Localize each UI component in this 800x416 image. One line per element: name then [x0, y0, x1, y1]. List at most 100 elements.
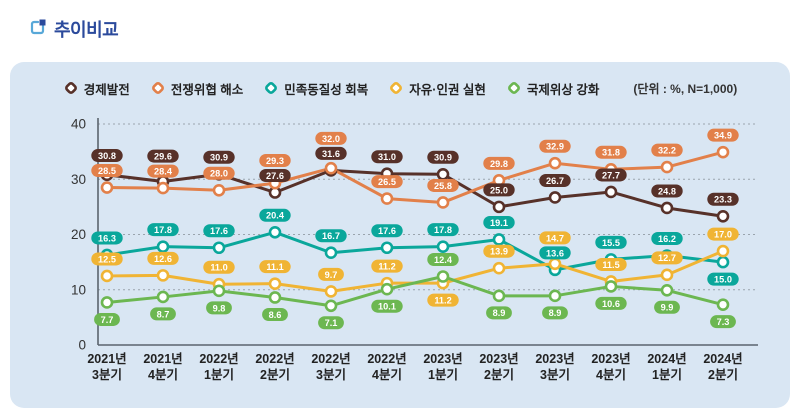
- x-axis-labels: 2021년3분기2021년4분기2022년1분기2022년2분기2022년3분기…: [87, 352, 742, 382]
- data-point: [492, 233, 506, 246]
- data-point: [380, 241, 394, 255]
- svg-text:28.5: 28.5: [98, 166, 116, 176]
- data-point: [716, 298, 730, 311]
- svg-text:26.7: 26.7: [546, 176, 564, 186]
- data-point: [716, 209, 730, 223]
- data-point: [212, 241, 226, 255]
- svg-text:8.9: 8.9: [549, 308, 562, 318]
- svg-text:16.7: 16.7: [322, 231, 340, 241]
- svg-text:7.7: 7.7: [101, 315, 114, 325]
- legend-marker-icon: [265, 82, 278, 94]
- legend-marker-icon: [64, 82, 77, 94]
- svg-text:13.6: 13.6: [546, 248, 564, 258]
- svg-text:30: 30: [71, 172, 86, 187]
- data-point: [156, 290, 170, 304]
- svg-text:2022년: 2022년: [255, 352, 294, 366]
- svg-text:13.9: 13.9: [490, 247, 508, 257]
- svg-text:10.1: 10.1: [378, 302, 396, 312]
- data-point: [324, 299, 338, 313]
- data-point: [660, 201, 674, 215]
- legend-label: 경제발전: [83, 82, 130, 97]
- svg-text:4분기: 4분기: [372, 367, 402, 382]
- svg-text:7.3: 7.3: [717, 317, 730, 327]
- data-point: [660, 284, 674, 297]
- legend-label: 민족동질성 회복: [284, 82, 369, 97]
- legend-marker-icon: [390, 82, 403, 94]
- data-point: [716, 244, 730, 258]
- svg-text:1분기: 1분기: [652, 367, 682, 382]
- svg-text:10: 10: [71, 282, 86, 297]
- svg-text:4분기: 4분기: [148, 367, 178, 382]
- page-title: 추이비교: [54, 20, 119, 40]
- svg-text:3분기: 3분기: [316, 367, 346, 382]
- svg-text:7.1: 7.1: [325, 318, 338, 328]
- svg-text:2분기: 2분기: [260, 367, 290, 382]
- svg-text:17.8: 17.8: [434, 225, 452, 235]
- svg-text:2022년: 2022년: [199, 352, 238, 366]
- svg-text:30.8: 30.8: [98, 151, 116, 161]
- svg-text:25.0: 25.0: [490, 185, 508, 195]
- svg-text:2023년: 2023년: [479, 352, 518, 366]
- svg-text:31.6: 31.6: [322, 149, 340, 159]
- data-point: [156, 269, 170, 282]
- value-labels: 12.5 16.3 28.5 30.8 7.7 12.6 17.8 28.4 29.6 8.7 11…: [91, 128, 739, 330]
- svg-text:10.6: 10.6: [602, 299, 620, 309]
- svg-text:8.6: 8.6: [269, 310, 282, 320]
- svg-text:8.7: 8.7: [157, 309, 170, 319]
- svg-text:16.2: 16.2: [658, 234, 676, 244]
- legend-label: 자유·인권 실현: [409, 82, 486, 97]
- chart-panel: 경제발전 전쟁위협 해소 민족동질성 회복 자유·인권 실현 국제위상 강화 (단위 : …: [10, 62, 790, 408]
- data-point: [604, 185, 618, 199]
- data-point: [548, 257, 562, 271]
- svg-text:9.9: 9.9: [661, 303, 674, 313]
- svg-text:24.8: 24.8: [658, 186, 676, 196]
- svg-text:8.9: 8.9: [493, 308, 506, 318]
- data-point: [548, 156, 562, 170]
- y-axis-labels: 0 10 20 30 40: [71, 117, 86, 353]
- svg-text:17.8: 17.8: [154, 225, 172, 235]
- svg-text:17.6: 17.6: [378, 226, 396, 236]
- svg-text:14.7: 14.7: [546, 233, 564, 243]
- svg-text:4분기: 4분기: [596, 367, 626, 382]
- data-point: [212, 284, 226, 298]
- svg-text:15.5: 15.5: [602, 238, 620, 248]
- svg-text:2분기: 2분기: [708, 367, 738, 382]
- svg-text:3분기: 3분기: [540, 367, 570, 382]
- svg-text:11.1: 11.1: [266, 262, 283, 272]
- series-line-1: [105, 168, 725, 218]
- data-point: [492, 200, 506, 214]
- legend-item-4: 자유·인권 실현: [388, 79, 486, 98]
- svg-text:1분기: 1분기: [204, 367, 234, 382]
- svg-text:11.2: 11.2: [434, 296, 451, 306]
- svg-text:2분기: 2분기: [484, 367, 514, 382]
- svg-text:23.3: 23.3: [714, 195, 732, 205]
- data-point: [548, 289, 562, 303]
- svg-text:17.6: 17.6: [210, 226, 228, 236]
- data-point: [548, 191, 562, 204]
- legend-label: 전쟁위협 해소: [170, 82, 244, 97]
- svg-text:2021년: 2021년: [87, 352, 126, 366]
- svg-text:1분기: 1분기: [428, 367, 458, 382]
- svg-text:32.0: 32.0: [322, 134, 340, 144]
- svg-text:2022년: 2022년: [367, 352, 406, 366]
- svg-text:26.5: 26.5: [378, 177, 396, 187]
- svg-text:2024년: 2024년: [703, 352, 742, 366]
- data-point: [716, 145, 730, 159]
- data-point: [436, 240, 450, 253]
- svg-text:31.8: 31.8: [602, 148, 620, 158]
- section-header: 추이비교: [0, 0, 800, 42]
- legend-item-5: 국제위상 강화: [506, 79, 599, 98]
- data-point: [156, 181, 170, 195]
- svg-text:32.2: 32.2: [658, 145, 676, 155]
- data-point: [268, 277, 282, 290]
- svg-text:9.8: 9.8: [213, 303, 226, 313]
- svg-text:30.9: 30.9: [210, 153, 228, 163]
- svg-text:28.0: 28.0: [210, 169, 228, 179]
- data-point: [492, 289, 506, 303]
- data-point: [156, 240, 170, 253]
- legend-item-1: 경제발전: [63, 79, 130, 98]
- data-point: [436, 196, 450, 209]
- svg-text:32.9: 32.9: [546, 142, 564, 152]
- svg-text:12.4: 12.4: [434, 255, 453, 265]
